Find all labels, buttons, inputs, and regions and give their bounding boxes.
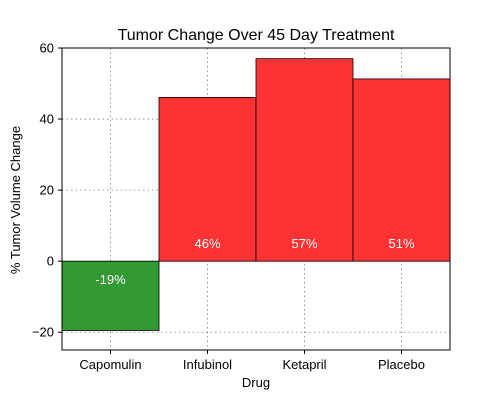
bar-infubinol <box>158 96 257 262</box>
chart-title: Tumor Change Over 45 Day Treatment <box>118 27 395 44</box>
y-tick-label: 20 <box>40 183 54 198</box>
data-label-ketapril: 57% <box>291 236 317 251</box>
y-axis-label: % Tumor Volume Change <box>8 126 23 274</box>
ticks: −20 0 20 40 60 Capomulin Infubinol Ketapril Plac… <box>32 41 425 373</box>
bars <box>61 58 451 331</box>
bar-placebo <box>352 78 451 262</box>
data-labels: -19% 46% 57% 51% <box>95 236 415 287</box>
bar-ketapril <box>255 58 354 262</box>
x-axis-label: Drug <box>242 375 270 390</box>
x-tick-label: Placebo <box>378 357 425 372</box>
x-tick-label: Infubinol <box>183 357 232 372</box>
y-tick-label: −20 <box>32 325 54 340</box>
data-label-infubinol: 46% <box>194 236 220 251</box>
x-tick-label: Ketapril <box>282 357 326 372</box>
y-tick-label: 40 <box>40 112 54 127</box>
data-label-capomulin: -19% <box>95 272 126 287</box>
y-tick-label: 0 <box>47 254 54 269</box>
plot-frame <box>61 47 451 351</box>
y-tick-label: 60 <box>40 41 54 56</box>
bar-capomulin <box>61 260 160 331</box>
x-tick-label: Capomulin <box>79 357 141 372</box>
data-label-placebo: 51% <box>388 236 414 251</box>
